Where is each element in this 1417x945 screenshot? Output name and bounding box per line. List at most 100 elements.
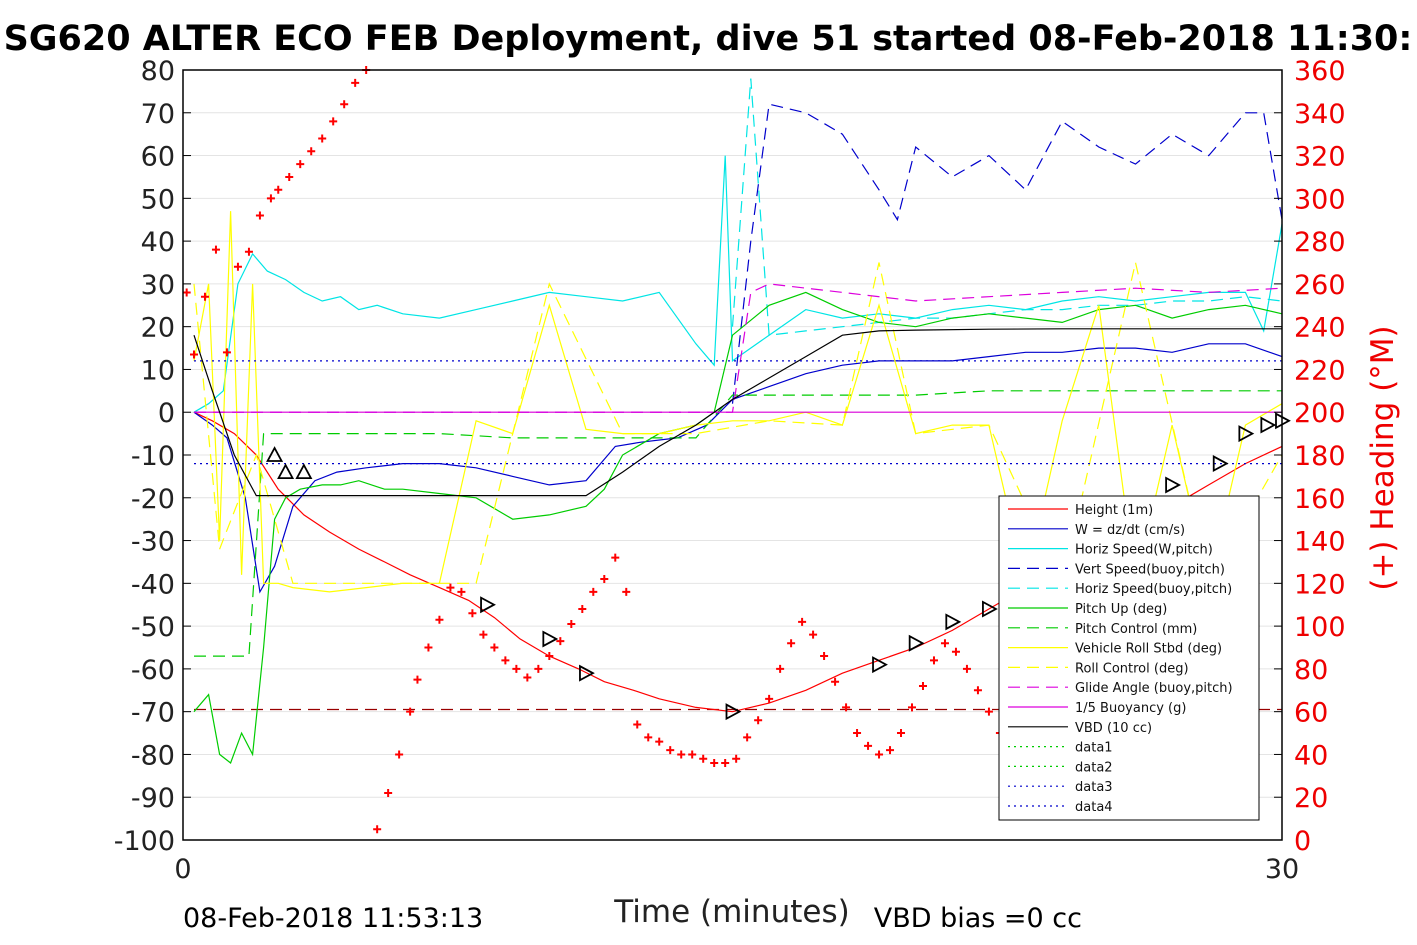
legend-label: Vehicle Roll Stbd (deg) <box>1075 642 1222 657</box>
y-tick-label: 70 <box>141 99 175 130</box>
legend-label: data1 <box>1075 741 1113 756</box>
heading-point <box>189 350 198 359</box>
triangle-marker <box>1165 476 1181 494</box>
y-right-tick-label: 220 <box>1294 355 1346 386</box>
heading-point <box>787 639 796 648</box>
y-right-tick-label: 340 <box>1294 99 1346 130</box>
heading-point <box>929 656 938 665</box>
legend-label: Vert Speed(buoy,pitch) <box>1075 562 1225 577</box>
footer-vbd-bias: VBD bias =0 cc <box>874 903 1082 934</box>
heading-point <box>798 617 807 626</box>
heading-point <box>545 652 554 661</box>
legend-label: data4 <box>1075 800 1113 815</box>
heading-point <box>677 750 686 759</box>
heading-point <box>266 194 275 203</box>
heading-point <box>182 288 191 297</box>
triangle-marker <box>872 656 888 674</box>
y-right-tick-label: 60 <box>1294 698 1328 729</box>
y-right-tick-label: 360 <box>1294 56 1346 87</box>
heading-point <box>340 100 349 109</box>
heading-point <box>611 553 620 562</box>
y-axis-left: 80 70 60 50 40 30 20 10 0 -10 -20 -30 -40 -50 -60 -70 -8… <box>114 56 191 857</box>
heading-point <box>962 664 971 673</box>
heading-point <box>633 720 642 729</box>
legend-label: Glide Angle (buoy,pitch) <box>1075 681 1233 696</box>
heading-point <box>373 825 382 834</box>
x-tick-label: 30 <box>1265 854 1299 885</box>
heading-point <box>940 639 949 648</box>
legend: Height (1m) W = dz/dt (cm/s) Horiz Speed(W… <box>998 495 1260 821</box>
heading-point <box>395 750 404 759</box>
y-tick-label: -80 <box>131 740 175 771</box>
series-line-horiz-speed-w-pitch <box>193 155 1283 413</box>
triangle-marker <box>295 463 313 480</box>
y-right-tick-label: 300 <box>1294 184 1346 215</box>
heading-point <box>699 754 708 763</box>
heading-point <box>211 245 220 254</box>
heading-point <box>765 694 774 703</box>
heading-point <box>479 630 488 639</box>
legend-label: data3 <box>1075 780 1113 795</box>
heading-point <box>523 673 532 682</box>
heading-point <box>318 134 327 143</box>
y-tick-label: 10 <box>141 355 175 386</box>
heading-point <box>908 703 917 712</box>
heading-point <box>457 587 466 596</box>
y-tick-label: -30 <box>131 527 175 558</box>
y-tick-label: 0 <box>158 398 175 429</box>
y-right-tick-label: 180 <box>1294 441 1346 472</box>
y-tick-label: -90 <box>131 783 175 814</box>
heading-point <box>809 630 818 639</box>
heading-point <box>622 587 631 596</box>
heading-point <box>644 733 653 742</box>
y-tick-label: -20 <box>131 484 175 515</box>
y-right-tick-label: 280 <box>1294 227 1346 258</box>
heading-point <box>285 172 294 181</box>
y-right-tick-label: 240 <box>1294 313 1346 344</box>
triangle-marker <box>277 463 295 480</box>
y-right-tick-label: 160 <box>1294 484 1346 515</box>
y-right-tick-label: 0 <box>1294 826 1311 857</box>
heading-point <box>666 746 675 755</box>
y-axis-right: 3603403203002802602402202001801601401201… <box>1274 56 1346 857</box>
heading-point <box>200 292 209 301</box>
y-right-tick-label: 40 <box>1294 740 1328 771</box>
heading-point <box>567 619 576 628</box>
y-right-tick-label: 140 <box>1294 527 1346 558</box>
heading-point <box>307 147 316 156</box>
legend-label: Horiz Speed(buoy,pitch) <box>1075 582 1232 597</box>
heading-point <box>875 750 884 759</box>
y-right-tick-label: 80 <box>1294 655 1328 686</box>
y-right-tick-label: 120 <box>1294 569 1346 600</box>
heading-point <box>710 759 719 767</box>
heading-point <box>776 664 785 673</box>
legend-label: Pitch Control (mm) <box>1075 622 1197 637</box>
triangle-marker <box>945 613 962 631</box>
heading-point <box>589 587 598 596</box>
y-tick-label: 50 <box>141 184 175 215</box>
heading-point <box>886 746 895 755</box>
heading-point <box>918 682 927 690</box>
triangle-marker <box>908 634 925 652</box>
triangle-marker <box>1238 425 1255 443</box>
y-tick-label: 40 <box>141 227 175 258</box>
series-line-vbd-10-cc <box>193 328 1282 497</box>
series-line-pitch-up-deg <box>193 291 1283 764</box>
heading-point <box>384 788 393 797</box>
legend-label: Pitch Up (deg) <box>1075 602 1167 617</box>
heading-point <box>534 664 543 673</box>
heading-point <box>721 759 730 767</box>
heading-point <box>853 729 862 738</box>
y-tick-label: -60 <box>131 655 175 686</box>
series-layer <box>193 78 1283 764</box>
legend-label: W = dz/dt (cm/s) <box>1075 523 1185 538</box>
heading-point <box>842 703 851 712</box>
legend-label: VBD (10 cc) <box>1075 721 1152 736</box>
y-tick-label: 30 <box>141 270 175 301</box>
y-tick-label: -10 <box>131 441 175 472</box>
heading-point <box>424 643 433 652</box>
heading-point <box>512 664 521 673</box>
heading-point <box>468 609 477 618</box>
series-line-pitch-control-mm <box>194 390 1282 657</box>
